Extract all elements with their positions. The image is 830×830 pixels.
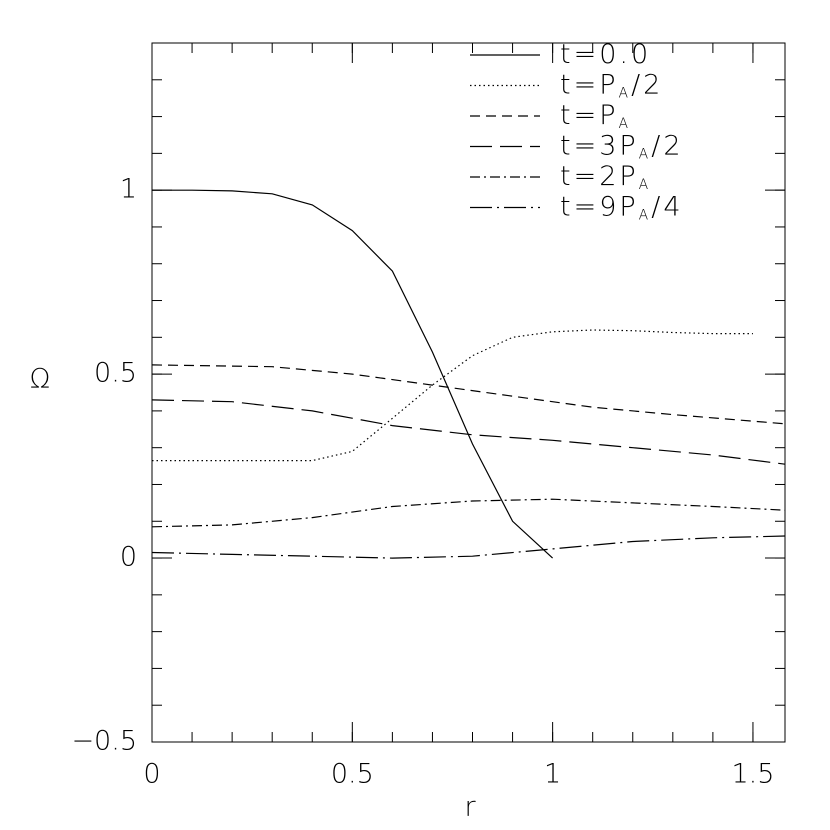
x-tick-label: 0.5 [331, 759, 374, 790]
y-tick-label: −0.5 [71, 726, 137, 757]
plot-frame [151, 42, 786, 743]
data-line [151, 498, 786, 528]
data-line [152, 189, 554, 559]
legend-label: t=2PA [560, 161, 651, 194]
legend-label: t=PA/2 [560, 69, 663, 102]
x-tick-label: 0 [143, 759, 160, 790]
y-axis-label: Ω [30, 364, 51, 395]
data-line [152, 329, 753, 462]
x-axis-label: r [464, 792, 476, 823]
y-tick-label: 1 [120, 174, 137, 205]
x-tick-label: 1.5 [731, 759, 774, 790]
y-tick-label: 0.5 [94, 358, 137, 389]
data-line [151, 364, 786, 425]
legend-label: t=0.0 [560, 39, 651, 70]
x-tick-label: 1 [544, 759, 561, 790]
data-line [151, 399, 786, 465]
y-tick-label: 0 [120, 542, 137, 573]
data-line [151, 535, 786, 559]
legend-label: t=9PA/4 [560, 191, 684, 224]
legend-label: t=PA [560, 100, 631, 133]
legend-label: t=3PA/2 [560, 130, 684, 163]
